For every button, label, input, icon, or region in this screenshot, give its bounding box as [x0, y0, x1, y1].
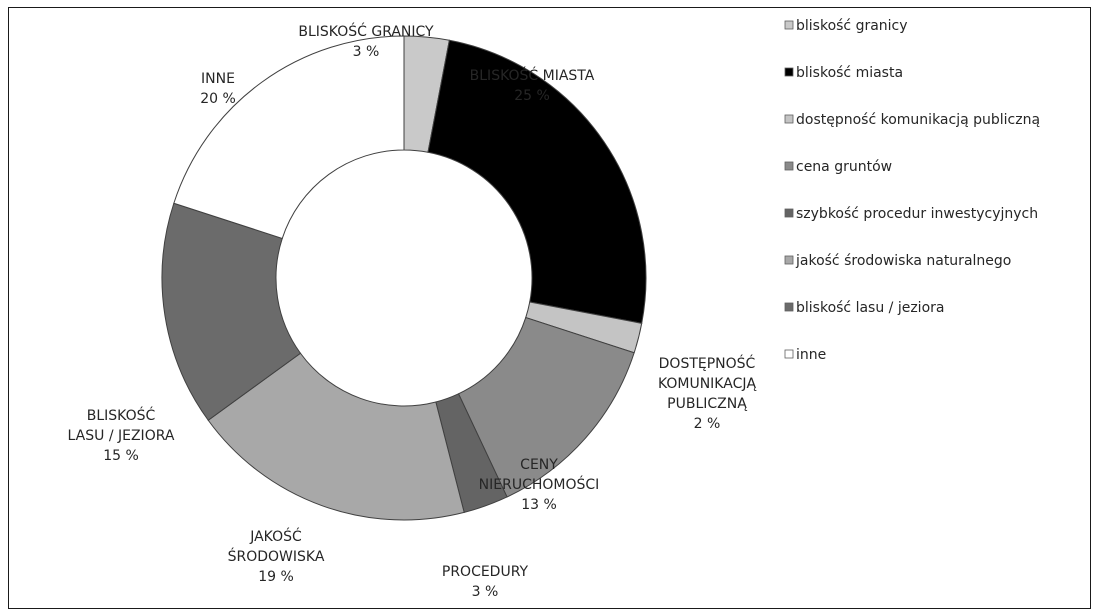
- legend-item-srodowisko: jakość środowiska naturalnego: [784, 253, 1011, 269]
- slice-label-line: BLISKOŚĆ GRANICY: [298, 22, 434, 40]
- slice-label-inne: INNE 20 %: [200, 71, 236, 107]
- donut-slices: [161, 35, 647, 521]
- legend-swatch: [784, 161, 794, 171]
- legend-swatch: [784, 67, 794, 77]
- slice-label-line: 20 %: [200, 91, 236, 107]
- slice-label-line: 13 %: [521, 497, 557, 513]
- slice-label-srodowisko: JAKOŚĆ ŚRODOWISKA 19 %: [228, 527, 325, 585]
- slice-label-line: 15 %: [103, 448, 139, 464]
- legend-item-inne: inne: [784, 347, 826, 363]
- legend-swatch: [784, 349, 794, 359]
- legend-label: cena gruntów: [796, 159, 892, 175]
- slice-label-line: 3 %: [472, 584, 499, 600]
- legend-item-komunikacja: dostępność komunikacją publiczną: [784, 112, 1040, 128]
- chart-frame: BLISKOŚĆ GRANICY 3 % BLISKOŚĆ MIASTA 25 % DO…: [8, 7, 1091, 609]
- legend-item-ceny: cena gruntów: [784, 159, 892, 175]
- slice-label-granicy: BLISKOŚĆ GRANICY 3 %: [298, 22, 434, 60]
- slice-label-procedury: PROCEDURY 3 %: [442, 564, 529, 600]
- legend-swatch: [784, 20, 794, 30]
- slice-labels: BLISKOŚĆ GRANICY 3 % BLISKOŚĆ MIASTA 25 % DO…: [68, 22, 757, 600]
- slice-label-line: NIERUCHOMOŚCI: [479, 475, 600, 493]
- legend: bliskość granicy bliskość miasta dostępnoś…: [784, 18, 1040, 363]
- slice-label-line: JAKOŚĆ: [249, 527, 302, 545]
- slice-label-line: BLISKOŚĆ MIASTA: [470, 66, 595, 84]
- legend-label: bliskość miasta: [796, 65, 903, 81]
- slice-label-line: BLISKOŚĆ: [87, 406, 156, 424]
- slice-las: [161, 202, 302, 421]
- legend-label: bliskość lasu / jeziora: [796, 300, 944, 316]
- legend-label: dostępność komunikacją publiczną: [796, 112, 1040, 128]
- slice-label-line: 19 %: [258, 569, 294, 585]
- slice-label-line: KOMUNIKACJĄ: [658, 376, 757, 392]
- slice-label-line: 2 %: [694, 416, 721, 432]
- legend-label: szybkość procedur inwestycyjnych: [796, 206, 1038, 222]
- slice-inne: [173, 35, 405, 240]
- slice-srodowisko: [207, 352, 465, 521]
- legend-label: inne: [796, 347, 826, 363]
- legend-swatch: [784, 255, 794, 265]
- slice-label-line: 25 %: [514, 88, 550, 104]
- legend-item-miasta: bliskość miasta: [784, 65, 903, 81]
- legend-item-granicy: bliskość granicy: [784, 18, 908, 34]
- legend-label: bliskość granicy: [796, 18, 908, 34]
- legend-item-las: bliskość lasu / jeziora: [784, 300, 944, 316]
- slice-label-las: BLISKOŚĆ LASU / JEZIORA 15 %: [68, 406, 175, 464]
- slice-label-line: PROCEDURY: [442, 564, 529, 580]
- slice-label-line: CENY: [520, 457, 558, 473]
- slice-label-line: LASU / JEZIORA: [68, 428, 175, 444]
- slice-label-line: DOSTĘPNOŚĆ: [659, 354, 756, 372]
- slice-label-line: 3 %: [353, 44, 380, 60]
- legend-item-procedury: szybkość procedur inwestycyjnych: [784, 206, 1038, 222]
- legend-swatch: [784, 114, 794, 124]
- slice-label-komunikacja: DOSTĘPNOŚĆ KOMUNIKACJĄ PUBLICZNĄ 2 %: [658, 354, 757, 432]
- slice-label-miasta: BLISKOŚĆ MIASTA 25 %: [470, 66, 595, 104]
- legend-swatch: [784, 208, 794, 218]
- slice-miasta: [427, 39, 647, 324]
- slice-label-line: INNE: [201, 71, 235, 87]
- slice-label-line: ŚRODOWISKA: [228, 547, 325, 565]
- slice-label-line: PUBLICZNĄ: [667, 396, 747, 412]
- legend-swatch: [784, 302, 794, 312]
- slice-label-ceny: CENY NIERUCHOMOŚCI 13 %: [479, 457, 600, 513]
- legend-label: jakość środowiska naturalnego: [795, 253, 1011, 269]
- donut-chart: BLISKOŚĆ GRANICY 3 % BLISKOŚĆ MIASTA 25 % DO…: [68, 18, 1041, 600]
